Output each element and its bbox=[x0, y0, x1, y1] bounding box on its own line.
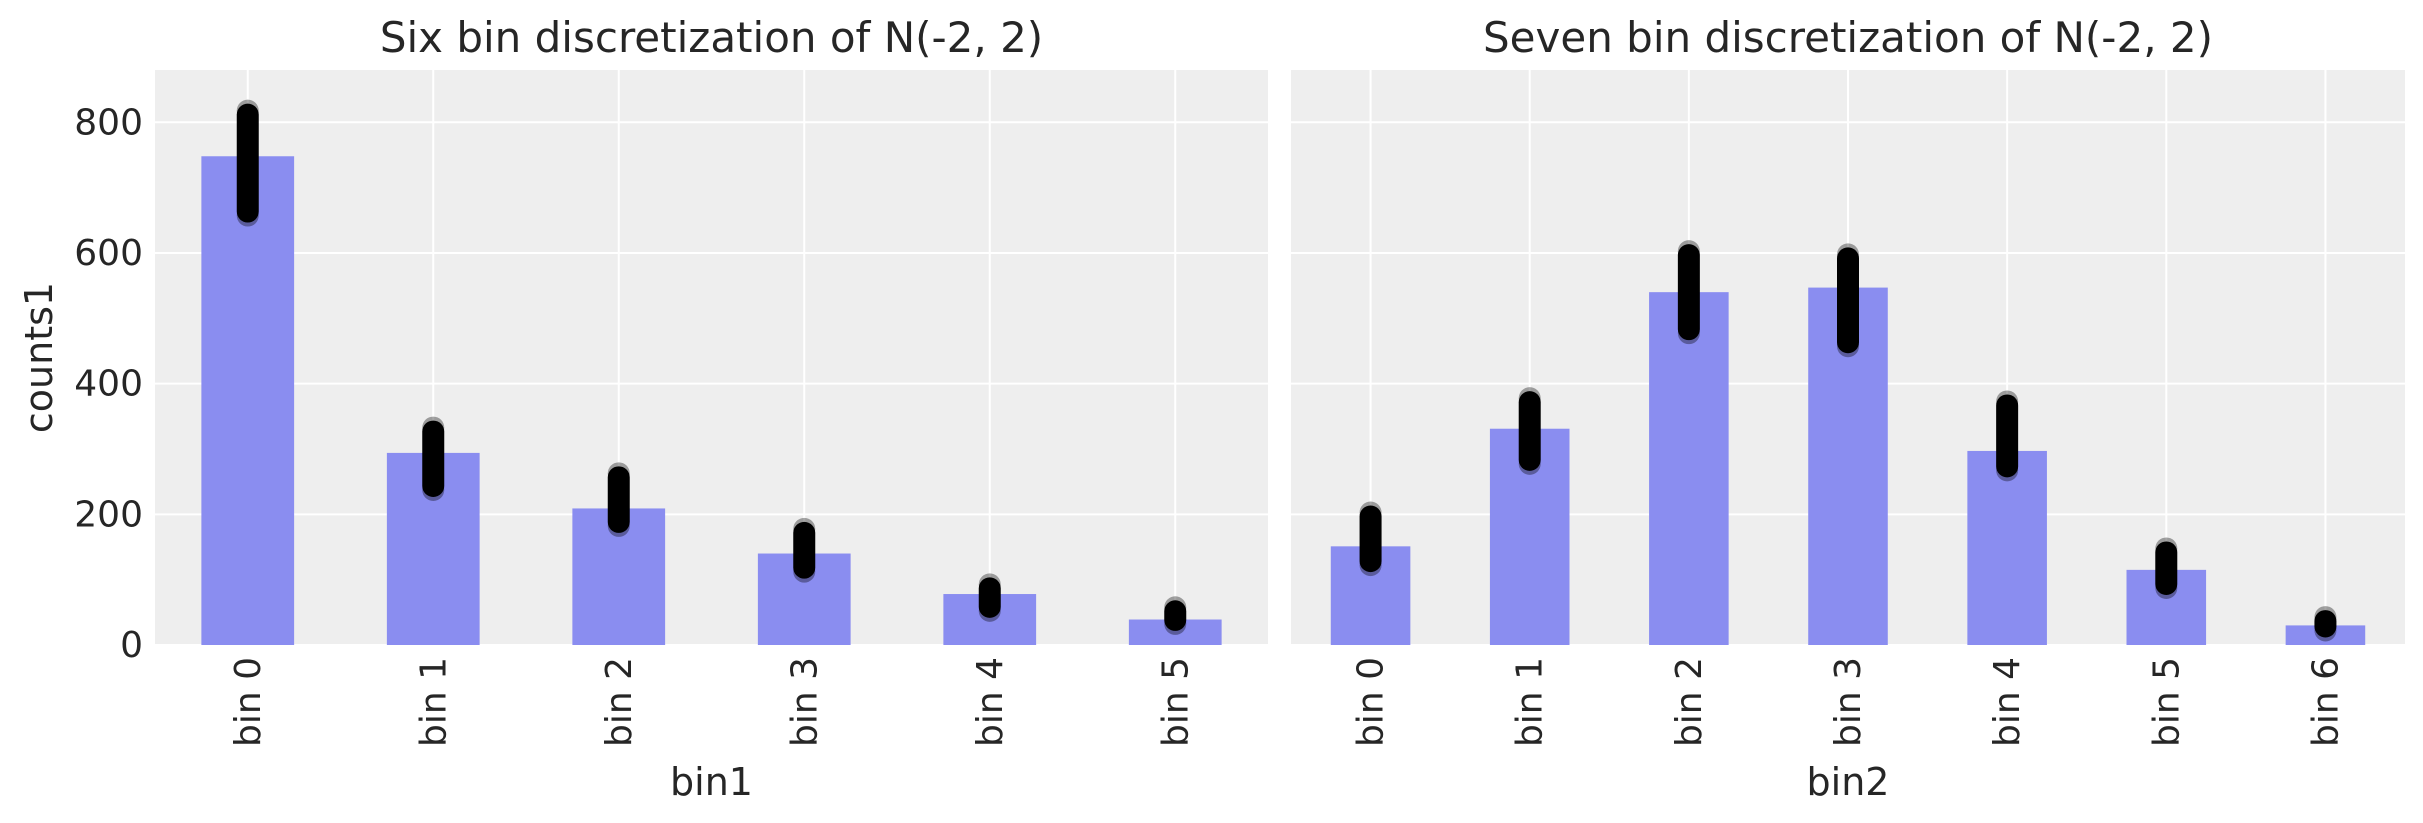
ppc-point bbox=[422, 478, 445, 501]
y-tick-label: 200 bbox=[74, 494, 143, 535]
ppc-point bbox=[2155, 537, 2178, 560]
ppc-point bbox=[236, 204, 259, 227]
ppc-point bbox=[1837, 335, 1859, 358]
ppc-point bbox=[1164, 612, 1187, 635]
ppc-point bbox=[607, 462, 630, 485]
x-tick-label: bin 1 bbox=[413, 657, 454, 747]
ppc-point bbox=[2314, 606, 2337, 629]
chart-right: bin 0 bin 1 bin 2 bin 3 bin 4 bin 5 bin 6 Seven… bbox=[1291, 13, 2405, 804]
x-tick-label: bin 5 bbox=[2146, 657, 2187, 747]
y-tick-label: 600 bbox=[74, 233, 143, 274]
ppc-point bbox=[978, 599, 1001, 622]
x-tick-label: bin 4 bbox=[970, 657, 1011, 747]
x-tick-label: bin 1 bbox=[1510, 657, 1551, 747]
ppc-point bbox=[2314, 619, 2337, 642]
bar bbox=[1967, 450, 2047, 645]
ppc-point bbox=[1677, 322, 1700, 345]
ppc-point bbox=[1359, 501, 1382, 524]
ppc-point bbox=[1837, 243, 1859, 266]
x-tick-label: bin 3 bbox=[784, 657, 825, 747]
ppc-point bbox=[1518, 387, 1541, 410]
ppc-point bbox=[978, 573, 1001, 596]
x-tick-label: bin 2 bbox=[1669, 657, 1710, 747]
plot-area bbox=[155, 70, 1268, 645]
y-tick-label: 800 bbox=[74, 102, 143, 143]
x-tick-label: bin 3 bbox=[1828, 657, 1869, 747]
x-tick-label: bin 4 bbox=[1987, 657, 2028, 747]
ppc-point bbox=[236, 99, 259, 122]
y-tick-label: 0 bbox=[120, 625, 143, 666]
bar bbox=[1649, 292, 1729, 645]
x-tick-label: bin 5 bbox=[1155, 657, 1196, 747]
chart-left: 0 200 400 600 800 bin 0 bin 1 bin 2 bin 3 bin 4 bi… bbox=[17, 13, 1268, 804]
x-axis-label: bin1 bbox=[670, 760, 753, 804]
ppc-point bbox=[1996, 459, 2019, 482]
ppc-point bbox=[1359, 554, 1382, 577]
ppc-point bbox=[422, 416, 445, 439]
chart-title: Seven bin discretization of N(-2, 2) bbox=[1483, 13, 2213, 62]
ppc-point bbox=[1518, 452, 1541, 475]
y-tick-label: 400 bbox=[74, 364, 143, 405]
ppc-point bbox=[793, 517, 816, 540]
ppc-point bbox=[607, 514, 630, 537]
x-tick-label: bin 0 bbox=[228, 657, 269, 747]
x-tick-label: bin 0 bbox=[1351, 657, 1392, 747]
ppc-point bbox=[1996, 390, 2019, 413]
ppc-point bbox=[1164, 596, 1187, 619]
bar bbox=[201, 156, 295, 645]
chart-title: Six bin discretization of N(-2, 2) bbox=[380, 13, 1043, 62]
ppc-point bbox=[1677, 240, 1700, 263]
x-axis-label: bin2 bbox=[1807, 760, 1890, 804]
ppc-point bbox=[793, 560, 816, 583]
y-axis-label: counts1 bbox=[17, 282, 61, 433]
x-tick-label: bin 6 bbox=[2305, 657, 2346, 747]
ppc-point bbox=[2155, 576, 2178, 599]
x-tick-label: bin 2 bbox=[599, 657, 640, 747]
